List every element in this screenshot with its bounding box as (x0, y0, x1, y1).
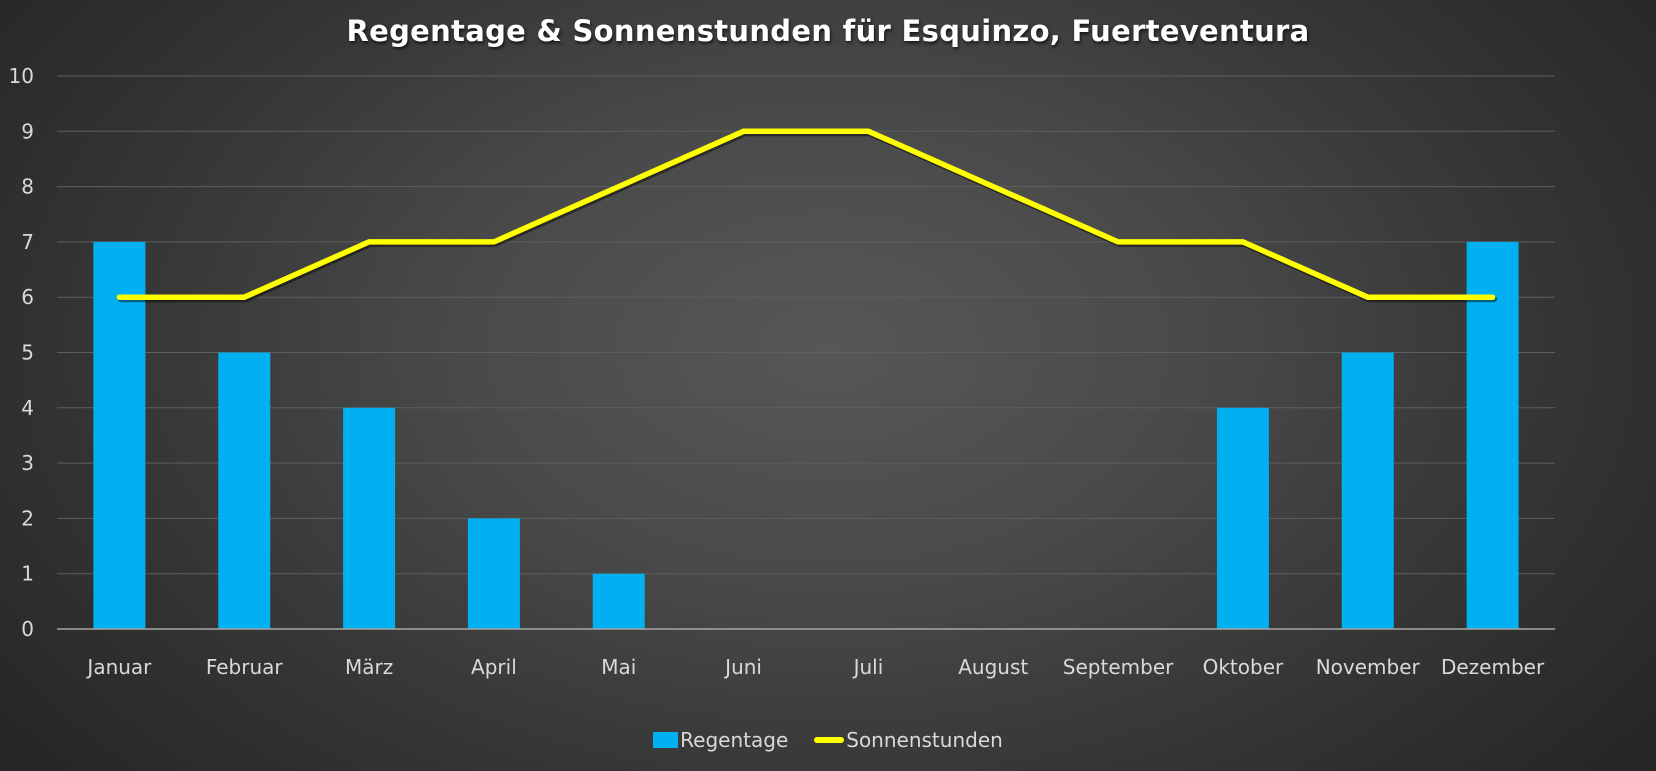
chart-title: Regentage & Sonnenstunden für Esquinzo, … (346, 14, 1310, 48)
y-tick-label: 9 (21, 119, 34, 143)
x-tick-label: Januar (85, 655, 152, 679)
x-tick-label: Juni (723, 655, 762, 679)
legend-item-sonnenstunden: Sonnenstunden (814, 728, 1003, 752)
y-tick-label: 6 (21, 285, 34, 309)
bar (1466, 241, 1519, 629)
y-tick-label: 10 (9, 64, 34, 88)
x-tick-label: Mai (601, 655, 636, 679)
x-tick-label: Februar (206, 655, 284, 679)
bar (1216, 407, 1269, 629)
x-tick-label: September (1063, 655, 1174, 679)
gridlines (57, 75, 1555, 575)
bar (343, 407, 396, 629)
x-tick-label: Oktober (1203, 655, 1284, 679)
x-axis-ticks: Januar Februar März April Mai Juni Juli August S… (85, 655, 1545, 679)
x-tick-label: Dezember (1441, 655, 1545, 679)
y-tick-label: 0 (21, 617, 34, 641)
x-tick-label: August (958, 655, 1028, 679)
y-axis-ticks: 0 1 2 3 4 5 6 7 8 9 10 (9, 64, 34, 641)
line-series-sonnenstunden (116, 128, 1498, 303)
bar (218, 352, 271, 629)
x-tick-label: April (471, 655, 517, 679)
legend: Regentage Sonnenstunden (0, 728, 1656, 752)
legend-label: Sonnenstunden (846, 728, 1003, 752)
legend-label: Regentage (680, 728, 789, 752)
bar (1341, 352, 1394, 629)
bar (93, 241, 146, 629)
bar (592, 573, 645, 629)
y-tick-label: 8 (21, 175, 34, 199)
y-tick-label: 4 (21, 396, 34, 420)
bar-series-regentage (93, 241, 1519, 629)
bar (467, 518, 520, 629)
sunshine-line (116, 128, 1496, 300)
line-swatch-icon (814, 737, 845, 743)
x-tick-label: März (345, 655, 393, 679)
legend-item-regentage: Regentage (653, 728, 788, 752)
y-tick-label: 7 (21, 230, 34, 254)
y-tick-label: 1 (21, 562, 34, 586)
bar-swatch-icon (653, 732, 679, 748)
x-tick-label: Juli (852, 655, 884, 679)
x-tick-label: November (1316, 655, 1421, 679)
y-tick-label: 2 (21, 506, 34, 530)
y-tick-label: 5 (21, 341, 34, 365)
y-tick-label: 3 (21, 451, 34, 475)
